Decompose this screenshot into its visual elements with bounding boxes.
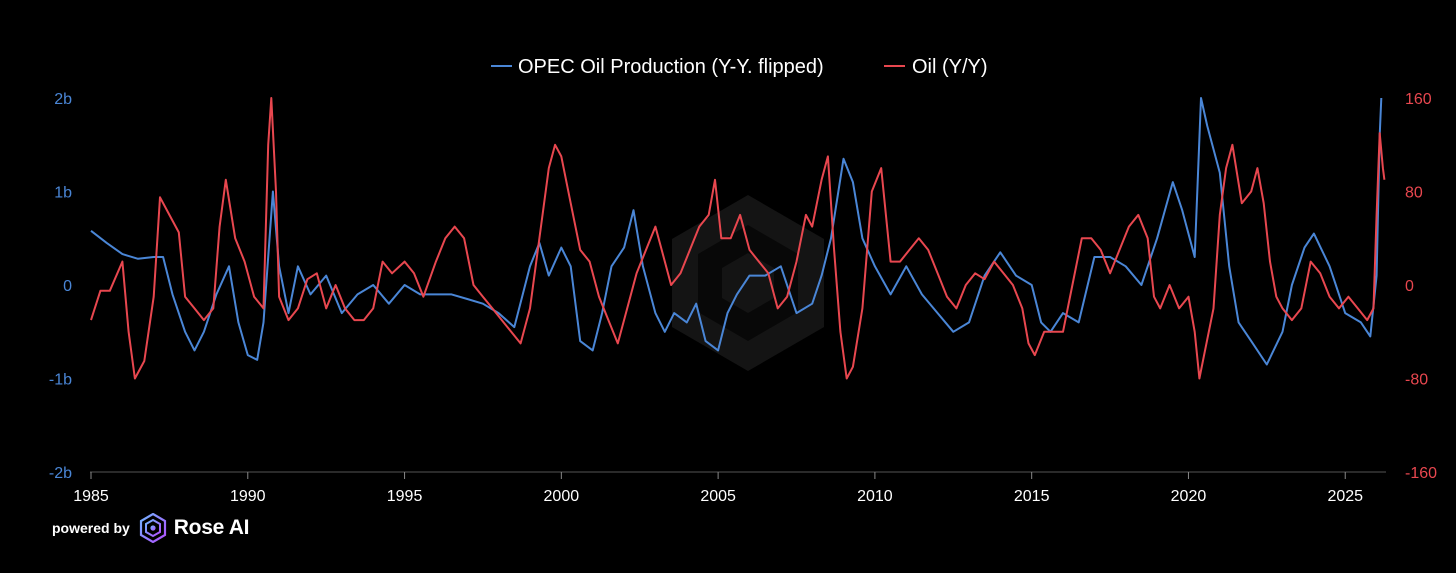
right-axis-ticks: 160 80 0 -80 -160 bbox=[1405, 91, 1437, 482]
left-axis-tick-label: 2b bbox=[54, 91, 72, 108]
right-axis-tick-label: -80 bbox=[1405, 372, 1428, 389]
left-axis-tick-label: -1b bbox=[49, 372, 72, 389]
brand-name: Rose AI bbox=[173, 516, 250, 539]
x-axis-ticks: 1985 1990 1995 2000 2005 2010 2015 2020 2025 bbox=[73, 472, 1363, 505]
left-axis-ticks: 2b 1b 0 -1b -2b bbox=[49, 91, 72, 482]
watermark-logo bbox=[672, 195, 824, 371]
right-axis-tick-label: 80 bbox=[1405, 185, 1423, 202]
x-axis-tick-label: 2015 bbox=[1014, 488, 1050, 505]
x-axis-tick-label: 2025 bbox=[1327, 488, 1363, 505]
x-axis-tick-label: 2005 bbox=[700, 488, 736, 505]
left-axis-tick-label: -2b bbox=[49, 465, 72, 482]
right-axis-tick-label: 160 bbox=[1405, 91, 1432, 108]
legend-label-opec: OPEC Oil Production (Y-Y. flipped) bbox=[518, 56, 824, 78]
series-line-opec-production bbox=[90, 97, 1383, 366]
left-axis-tick-label: 0 bbox=[63, 278, 72, 295]
branding: powered by Rose AI bbox=[52, 512, 249, 544]
right-axis-tick-label: 0 bbox=[1405, 278, 1414, 295]
x-axis-tick-label: 1995 bbox=[387, 488, 423, 505]
x-axis-tick-label: 1990 bbox=[230, 488, 266, 505]
right-axis-tick-label: -160 bbox=[1405, 465, 1437, 482]
series-line-oil-yy bbox=[90, 97, 1386, 380]
powered-by-label: powered by bbox=[52, 520, 130, 536]
left-axis-tick-label: 1b bbox=[54, 185, 72, 202]
legend: OPEC Oil Production (Y-Y. flipped) Oil (… bbox=[491, 56, 988, 78]
legend-label-oil: Oil (Y/Y) bbox=[912, 56, 988, 78]
x-axis-tick-label: 2010 bbox=[857, 488, 893, 505]
rose-ai-logo-icon bbox=[139, 513, 166, 543]
x-axis-tick-label: 2000 bbox=[544, 488, 580, 505]
x-axis-tick-label: 1985 bbox=[73, 488, 109, 505]
x-axis-tick-label: 2020 bbox=[1171, 488, 1207, 505]
